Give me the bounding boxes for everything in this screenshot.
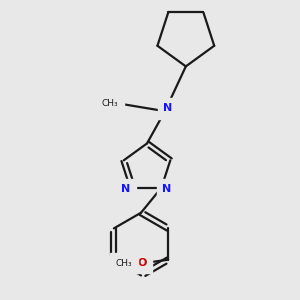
Text: CH₃: CH₃ — [116, 259, 133, 268]
Text: CH₃: CH₃ — [101, 99, 118, 108]
Text: N: N — [122, 184, 131, 194]
Text: N: N — [163, 103, 172, 113]
Text: N: N — [162, 184, 171, 194]
Text: O: O — [137, 258, 147, 268]
